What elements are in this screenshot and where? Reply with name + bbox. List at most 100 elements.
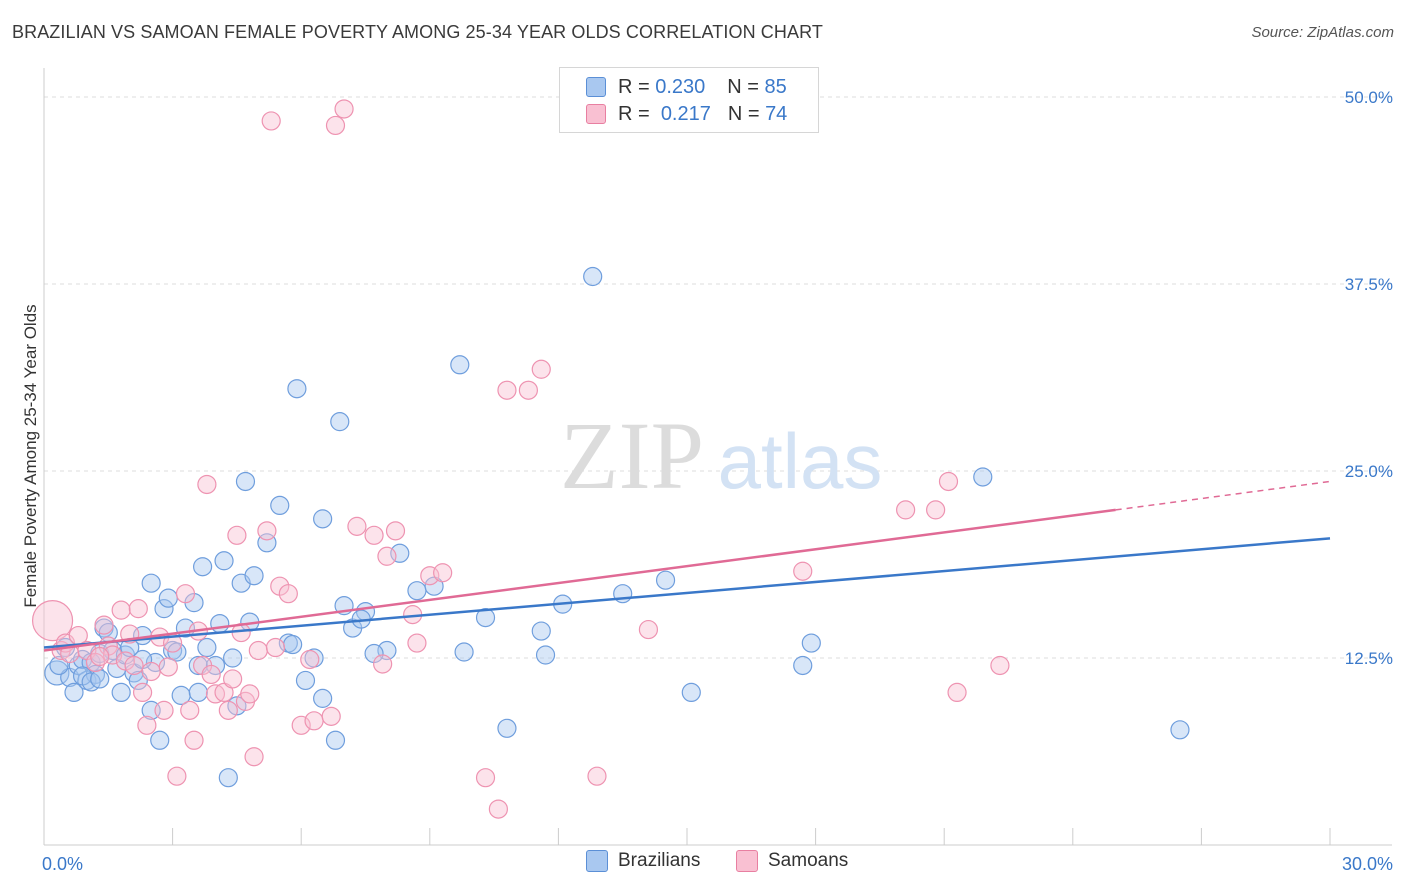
samoan-point [137, 715, 157, 735]
samoan-point [364, 525, 384, 545]
samoan-point [518, 380, 538, 400]
samoan-point [531, 359, 551, 379]
grid-lines [44, 96, 1392, 659]
r-value: 0.230 [655, 75, 706, 98]
watermark-zip: ZIP [560, 402, 704, 509]
x-tick-label: 0.0% [42, 854, 83, 874]
samoan-point [377, 546, 397, 566]
samoan-point [947, 682, 967, 703]
samoan-point [278, 584, 298, 604]
brazilian-point [283, 634, 303, 655]
brazilian-point [450, 355, 470, 375]
samoan-point [158, 657, 178, 677]
y-tick-label: 50.0% [1345, 88, 1393, 107]
brazilian-point [313, 509, 333, 529]
brazilian-point [535, 645, 556, 665]
brazilian-point [214, 551, 234, 571]
brazilian-point [150, 730, 170, 750]
samoan-point [128, 599, 148, 619]
samoan-point [214, 682, 234, 703]
samoan-point [184, 730, 204, 750]
brazilian-point [313, 688, 333, 708]
series-legend: Brazilians Samoans [0, 850, 1406, 878]
brazilian-point [218, 768, 238, 788]
samoan-point [265, 637, 286, 658]
watermark-atlas: atlas [718, 417, 883, 505]
brazilian-point [188, 682, 208, 703]
legend-label-samoans: Samoans [768, 850, 849, 871]
brazilians-swatch [586, 77, 606, 97]
samoans-legend-swatch [736, 850, 758, 872]
samoan-point [201, 664, 221, 685]
n-label: N = [727, 75, 759, 98]
samoan-point [197, 474, 217, 495]
y-tick-label: 37.5% [1345, 275, 1393, 294]
samoan-point [94, 615, 114, 635]
brazilian-point [330, 412, 350, 432]
samoan-point [124, 655, 144, 676]
samoan-point [141, 661, 161, 682]
samoan-point [638, 619, 659, 640]
samoan-point [154, 700, 174, 720]
samoan-point [990, 655, 1010, 676]
samoan-point [587, 766, 607, 786]
samoan-point [793, 561, 813, 581]
brazilian-point [49, 655, 69, 676]
samoans-trend-line [43, 508, 1116, 652]
samoan-point [291, 715, 311, 735]
brazilian-point [497, 718, 517, 738]
samoan-point [90, 646, 110, 667]
brazilian-point [287, 379, 307, 399]
samoan-point [433, 563, 453, 583]
legend-item-brazilians: Brazilians [586, 850, 700, 872]
brazilian-point [158, 588, 178, 608]
brazilians-trend-line [43, 537, 1331, 649]
source-label: Source: ZipAtlas.com [1251, 24, 1394, 41]
brazilian-point [583, 266, 603, 287]
r-label: R = [618, 75, 650, 98]
samoan-point [257, 521, 277, 541]
samoan-point [475, 768, 496, 788]
samoan-point [497, 380, 517, 400]
correlation-legend: R = 0.230 N = 85 R = 0.217 N = 74 [559, 67, 819, 133]
samoan-point [218, 700, 238, 720]
samoans-swatch [586, 104, 606, 124]
legend-row-brazilians: R = 0.230 N = 85 [586, 74, 787, 100]
samoan-point [488, 799, 508, 819]
brazilian-point [44, 660, 70, 686]
brazilian-point [154, 599, 174, 619]
brazilian-point [223, 648, 243, 668]
brazilian-point [655, 570, 676, 590]
brazilian-point [235, 471, 256, 492]
samoan-point [373, 654, 393, 674]
brazilian-point [167, 642, 187, 662]
brazilian-point [424, 576, 444, 596]
legend-item-samoans: Samoans [736, 850, 848, 872]
legend-row-samoans: R = 0.217 N = 74 [586, 101, 787, 127]
brazilian-point [973, 467, 993, 487]
samoan-point [223, 669, 243, 689]
brazilian-point [454, 642, 474, 662]
brazilian-point [801, 633, 821, 653]
chart-title: BRAZILIAN VS SAMOAN FEMALE POVERTY AMONG… [12, 22, 823, 42]
samoan-point [240, 684, 260, 704]
x-tick-label: 30.0% [1342, 854, 1393, 874]
samoans-trend-extension [1115, 480, 1331, 511]
brazilian-point [295, 670, 316, 691]
brazilian-point [325, 730, 346, 750]
y-tick-label: 12.5% [1345, 649, 1393, 668]
samoan-point [132, 682, 153, 703]
brazilian-point [681, 682, 701, 703]
samoan-point [115, 651, 136, 671]
samoan-point [938, 471, 959, 492]
brazilian-point [64, 682, 84, 703]
watermark: ZIP atlas [560, 402, 882, 509]
samoan-point [248, 640, 268, 661]
brazilian-point [193, 557, 213, 577]
brazilian-point [111, 682, 131, 703]
y-axis-label: Female Poverty Among 25-34 Year Olds [21, 304, 40, 607]
n-value: 74 [765, 102, 788, 125]
samoan-point [321, 706, 341, 726]
brazilian-point [1170, 720, 1190, 740]
